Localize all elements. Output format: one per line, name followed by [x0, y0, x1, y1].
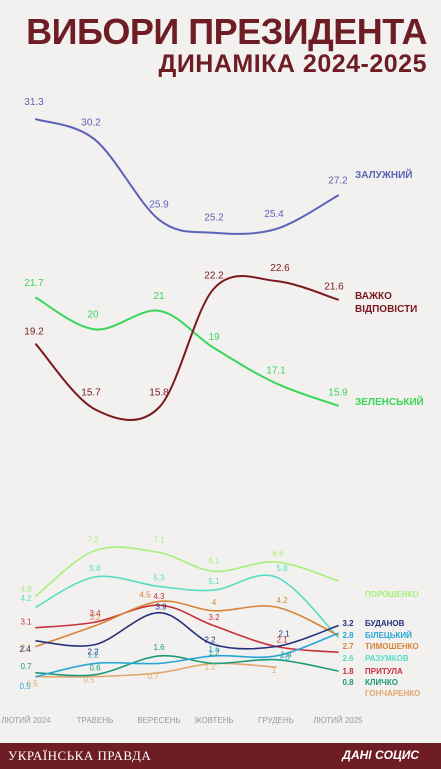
point-label: 21.6 — [324, 282, 344, 293]
point-label: 21.7 — [24, 278, 44, 289]
point-label: 25.2 — [204, 213, 224, 224]
x-tick-label: ТРАВЕНЬ — [77, 716, 114, 725]
point-label: 6.1 — [208, 556, 220, 565]
point-label: 5.6 — [342, 0, 354, 2]
x-tick-label: ЛЮТИЙ 2024 — [1, 716, 51, 725]
legend-label: РАЗУМКОВ — [365, 654, 409, 663]
line-series-3 — [35, 546, 339, 597]
footer-bar: УКРАЇНСЬКА ПРАВДА ДАНІ СОЦИС — [0, 743, 441, 769]
legend-label: БУДАНОВ — [365, 619, 405, 628]
legend-label: ПОРОШЕНКО — [365, 590, 419, 599]
point-label: 0.7 — [20, 662, 32, 671]
point-label: 0.5 — [19, 682, 31, 691]
line-series-10 — [35, 662, 277, 678]
point-label: 0.6 — [89, 664, 101, 673]
point-label: 1.4 — [280, 651, 292, 660]
title-block: ВИБОРИ ПРЕЗИДЕНТА ДИНАМІКА 2024-2025 — [26, 14, 427, 77]
point-label: 6.6 — [272, 549, 284, 558]
line-series-4 — [35, 611, 339, 650]
point-label: 15.7 — [81, 387, 101, 398]
point-label: 2.1 — [278, 630, 290, 639]
point-label: 2.2 — [204, 636, 216, 645]
source-label: УКРАЇНСЬКА ПРАВДА — [8, 748, 152, 763]
point-label: 2.1 — [20, 644, 32, 653]
legend-label: ПРИТУЛА — [365, 667, 403, 676]
point-label: 30.2 — [81, 118, 101, 129]
point-label: 1.8 — [342, 667, 354, 676]
point-label: 1.6 — [153, 643, 165, 652]
point-label: 3.2 — [89, 613, 101, 622]
line-series-2 — [35, 296, 339, 407]
point-label: 4 — [212, 598, 217, 607]
x-tick-label: ЖОВТЕНЬ — [194, 716, 233, 725]
point-label: 3.2 — [208, 613, 220, 622]
point-label: 1.2 — [204, 662, 216, 671]
line-series-0 — [35, 118, 339, 235]
page-subtitle: ДИНАМІКА 2024-2025 — [158, 50, 427, 78]
point-label: 3.4 — [89, 609, 101, 618]
page-title: ВИБОРИ ПРЕЗИДЕНТА — [26, 11, 427, 52]
point-label: 20 — [87, 309, 99, 320]
point-label: 1 — [272, 666, 277, 675]
point-label: 19.2 — [24, 326, 44, 337]
point-label: 25.4 — [264, 209, 284, 220]
x-tick-label: ГРУДЕНЬ — [258, 716, 294, 725]
point-label: 7.2 — [87, 536, 99, 545]
point-label: 2.7 — [342, 642, 354, 651]
line-series-8 — [35, 604, 339, 653]
line-series-7 — [35, 574, 339, 638]
point-label: 1.2 — [208, 648, 220, 657]
point-label: 0.7 — [147, 672, 159, 681]
point-label: 1.6 — [278, 653, 290, 662]
point-label: 5.8 — [276, 564, 288, 573]
legend-label: КЛИЧКО — [365, 678, 398, 687]
point-label: 3.9 — [155, 603, 167, 612]
point-label: 22.2 — [204, 270, 224, 281]
point-label: 4.2 — [276, 596, 288, 605]
legend-label: БІЛЕЦЬКИЙ — [365, 631, 412, 640]
point-label: 5.3 — [153, 573, 165, 582]
point-label: 4.8 — [20, 585, 32, 594]
data-credit: ДАНІ СОЦИС — [342, 748, 419, 762]
point-label: 2.8 — [342, 631, 354, 640]
point-label: 1.2 — [87, 650, 99, 659]
legend-label: ЗЕЛЕНСЬКИЙ — [355, 395, 424, 408]
legend-label: ТИМОШЕНКО — [365, 642, 419, 651]
point-label: 22.6 — [270, 263, 290, 274]
point-label: 4.3 — [153, 592, 165, 601]
point-label: 2.4 — [19, 645, 31, 654]
point-label: 17.1 — [266, 365, 286, 376]
line-series-1 — [35, 275, 339, 422]
point-label: 3.2 — [342, 619, 354, 628]
point-label: 0.5 — [26, 680, 38, 689]
line-chart: 31.330.225.925.2 25.427.219.215.7 15.822.2… — [1, 0, 424, 725]
line-series-5 — [35, 632, 339, 678]
line-series-9 — [35, 654, 339, 677]
point-label: 2.1 — [276, 636, 288, 645]
point-label: 3.1 — [20, 618, 32, 627]
point-label: 1.6 — [208, 645, 220, 654]
line-series-6 — [35, 600, 339, 648]
legend-label: ЗАЛУЖНИЙ — [355, 168, 412, 181]
point-label: 15.8 — [149, 388, 169, 399]
point-label: 19 — [208, 332, 220, 343]
point-label: 21 — [153, 291, 165, 302]
point-label: 7.1 — [153, 536, 165, 545]
legend-label: ГОНЧАРЕНКО — [365, 689, 420, 698]
point-label: 5.8 — [89, 564, 101, 573]
point-label: 0.8 — [342, 678, 354, 687]
point-label: 5.1 — [208, 577, 220, 586]
point-label: 0.5 — [83, 676, 95, 685]
point-label: 31.3 — [24, 97, 44, 108]
point-label: 25.9 — [149, 200, 169, 211]
x-tick-label: ЛЮТИЙ 2025 — [313, 716, 363, 725]
point-label: 27.2 — [328, 175, 348, 186]
point-label: 4.2 — [20, 594, 32, 603]
x-tick-label: ВЕРЕСЕНЬ — [137, 716, 180, 725]
point-label: 2.2 — [87, 648, 99, 657]
legend-label: ВАЖКО ВІДПОВІСТИ — [355, 291, 417, 315]
point-label: 2.6 — [342, 654, 354, 663]
point-label: 4.5 — [139, 590, 151, 599]
point-label: 15.9 — [328, 388, 348, 399]
